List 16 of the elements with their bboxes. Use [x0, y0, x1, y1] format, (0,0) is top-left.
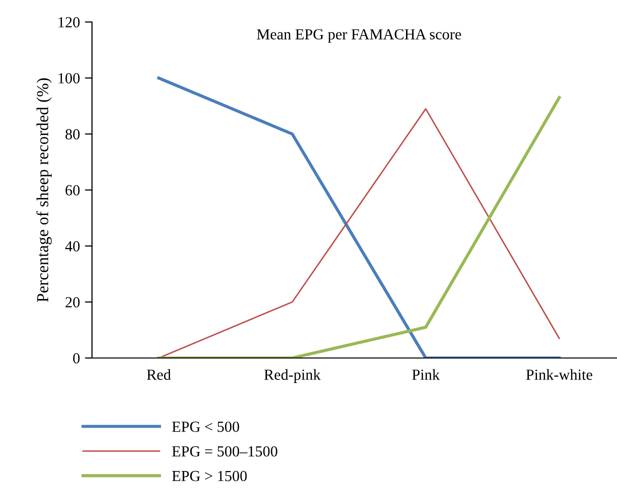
y-tick-label: 80: [66, 129, 80, 140]
x-tick-label: Pink: [412, 369, 440, 380]
x-tick-label: Red: [146, 369, 171, 380]
y-tick-label: 120: [58, 17, 80, 28]
chart-title: Mean EPG per FAMACHA score: [256, 29, 462, 43]
x-tick-label: Red-pink: [264, 369, 321, 383]
y-tick-label: 0: [73, 353, 80, 364]
x-tick-label: Pink-white: [526, 369, 592, 380]
y-tick-label: 40: [65, 241, 80, 252]
legend-label: EPG > 1500: [172, 470, 247, 482]
y-tick-label: 20: [66, 297, 80, 308]
y-axis-title: Percentage of sheep recorded (%): [36, 78, 52, 302]
legend-label: EPG < 500: [172, 422, 240, 432]
legend-label: EPG = 500–1500: [172, 446, 278, 457]
y-tick-label: 100: [58, 73, 80, 84]
y-tick-label: 60: [66, 185, 80, 196]
